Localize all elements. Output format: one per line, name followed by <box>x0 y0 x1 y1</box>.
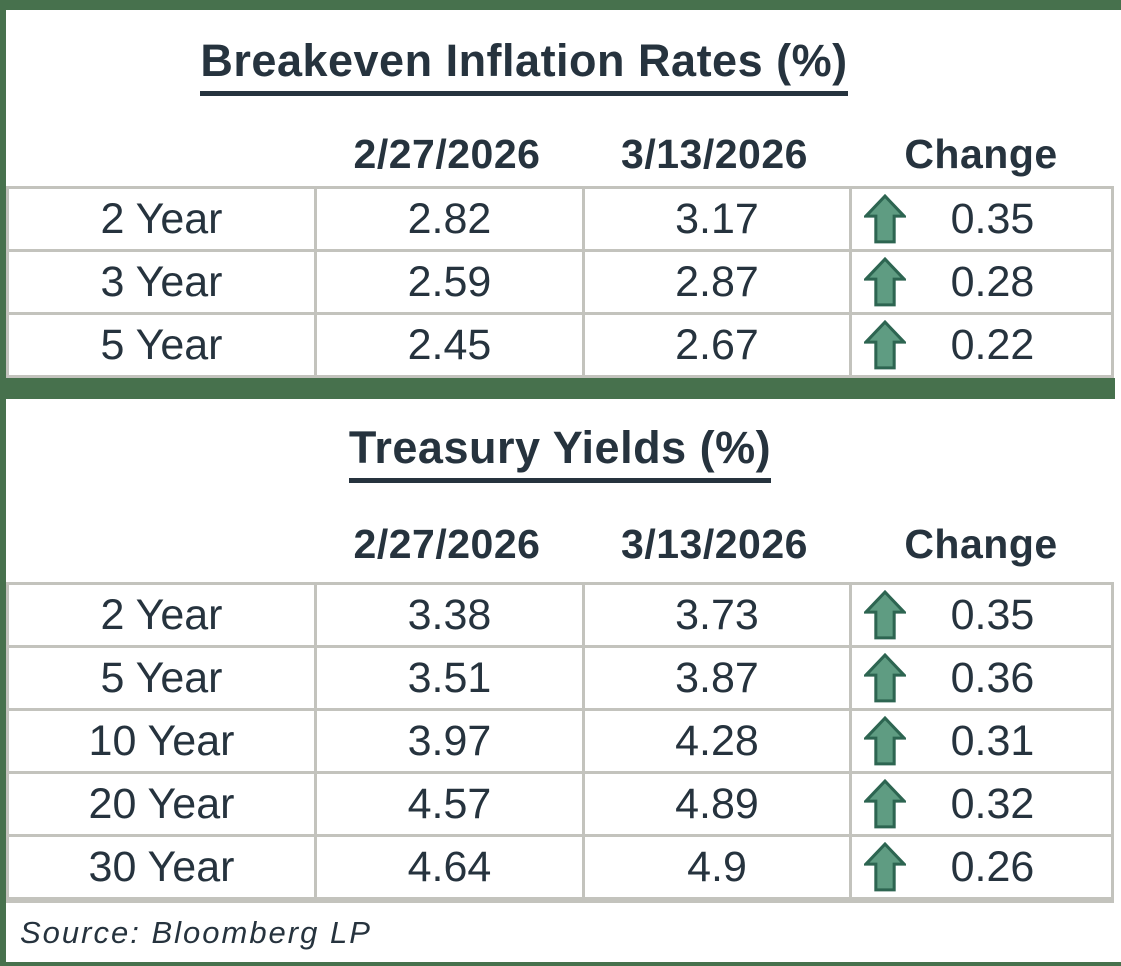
value-cell: 4.89 <box>582 774 849 834</box>
value-cell: 4.64 <box>314 837 582 897</box>
value-cell: 4.28 <box>582 711 849 771</box>
treasury-header-row: 2/27/2026 3/13/2026 Change <box>6 507 1114 582</box>
change-cell: 0.22 <box>849 315 1111 375</box>
change-cell: 0.32 <box>849 774 1111 834</box>
green-border-top <box>0 0 1121 10</box>
change-cell: 0.35 <box>849 585 1111 645</box>
up-arrow-icon <box>862 320 908 370</box>
value-cell: 3.73 <box>582 585 849 645</box>
up-arrow-icon <box>862 716 908 766</box>
table-row: 5 Year 3.51 3.87 0.36 <box>6 648 1114 711</box>
row-label: 2 Year <box>100 590 223 639</box>
treasury-table: 2 Year 3.38 3.73 0.35 5 Year 3.51 3.87 0… <box>6 582 1114 900</box>
treasury-header-change: Change <box>904 521 1058 567</box>
value-cell: 2.82 <box>314 189 582 249</box>
source-note: Source: Bloomberg LP <box>20 914 372 950</box>
row-label: 5 Year <box>100 320 223 369</box>
change-cell: 0.35 <box>849 189 1111 249</box>
source-row: Source: Bloomberg LP <box>6 900 1114 962</box>
change-cell: 0.26 <box>849 837 1111 897</box>
change-value: 0.28 <box>950 257 1035 306</box>
value-cell: 2.45 <box>314 315 582 375</box>
change-value: 0.36 <box>950 653 1035 702</box>
change-value: 0.35 <box>950 590 1035 639</box>
treasury-title-block: Treasury Yields (%) <box>6 399 1114 507</box>
treasury-header-date1: 2/27/2026 <box>353 521 541 567</box>
row-label: 20 Year <box>88 779 235 828</box>
up-arrow-icon <box>862 257 908 307</box>
change-value: 0.32 <box>950 779 1035 828</box>
value-cell: 3.51 <box>314 648 582 708</box>
change-value: 0.35 <box>950 194 1035 243</box>
value-cell: 2.87 <box>582 252 849 312</box>
up-arrow-icon <box>862 779 908 829</box>
up-arrow-icon <box>862 194 908 244</box>
row-label: 10 Year <box>88 716 235 765</box>
change-cell: 0.31 <box>849 711 1111 771</box>
value-cell: 3.17 <box>582 189 849 249</box>
row-label: 5 Year <box>100 653 223 702</box>
change-cell: 0.36 <box>849 648 1111 708</box>
row-label: 3 Year <box>100 257 223 306</box>
row-label: 2 Year <box>100 194 223 243</box>
breakeven-table-title: Breakeven Inflation Rates (%) <box>200 36 848 96</box>
treasury-table-title: Treasury Yields (%) <box>348 423 772 483</box>
value-cell: 3.38 <box>314 585 582 645</box>
row-label: 30 Year <box>88 842 235 891</box>
report-content: Breakeven Inflation Rates (%) 2/27/2026 … <box>0 10 1115 962</box>
table-row: 30 Year 4.64 4.9 0.26 <box>6 837 1114 900</box>
up-arrow-icon <box>862 842 908 892</box>
up-arrow-icon <box>862 653 908 703</box>
table-row: 2 Year 3.38 3.73 0.35 <box>6 582 1114 648</box>
change-cell: 0.28 <box>849 252 1111 312</box>
breakeven-header-change: Change <box>904 130 1058 177</box>
table-row: 10 Year 3.97 4.28 0.31 <box>6 711 1114 774</box>
value-cell: 3.97 <box>314 711 582 771</box>
table-row: 5 Year 2.45 2.67 0.22 <box>6 315 1114 378</box>
breakeven-header-date2: 3/13/2026 <box>621 130 808 177</box>
up-arrow-icon <box>862 590 908 640</box>
value-cell: 4.57 <box>314 774 582 834</box>
table-row: 20 Year 4.57 4.89 0.32 <box>6 774 1114 837</box>
table-row: 2 Year 2.82 3.17 0.35 <box>6 186 1114 252</box>
green-separator-band <box>0 378 1115 399</box>
breakeven-header-date1: 2/27/2026 <box>353 130 541 177</box>
change-value: 0.26 <box>950 842 1035 891</box>
treasury-header-date2: 3/13/2026 <box>621 521 808 567</box>
value-cell: 3.87 <box>582 648 849 708</box>
breakeven-title-block: Breakeven Inflation Rates (%) <box>6 10 1114 122</box>
breakeven-table: 2 Year 2.82 3.17 0.35 3 Year 2.59 2.87 0… <box>6 186 1114 378</box>
green-border-left <box>0 0 6 966</box>
change-value: 0.22 <box>950 320 1035 369</box>
breakeven-header-row: 2/27/2026 3/13/2026 Change <box>6 122 1114 186</box>
change-value: 0.31 <box>950 716 1035 765</box>
value-cell: 4.9 <box>582 837 849 897</box>
value-cell: 2.59 <box>314 252 582 312</box>
table-row: 3 Year 2.59 2.87 0.28 <box>6 252 1114 315</box>
value-cell: 2.67 <box>582 315 849 375</box>
green-border-bottom <box>0 962 1121 966</box>
